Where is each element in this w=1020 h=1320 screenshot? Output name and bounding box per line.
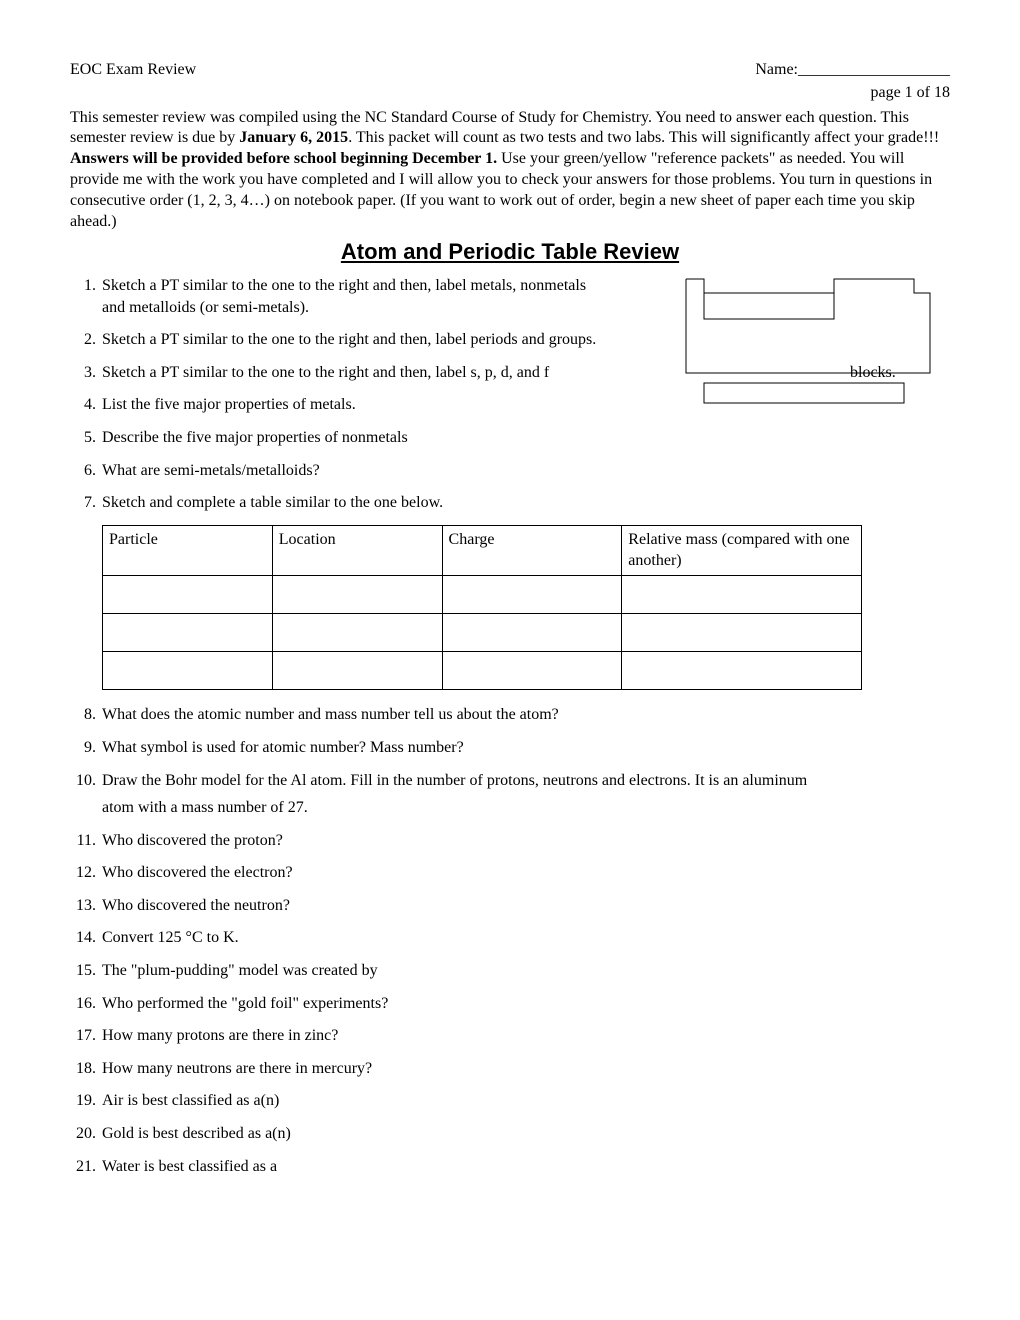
intro-paragraph: This semester review was compiled using … xyxy=(70,108,950,233)
question-10: Draw the Bohr model for the Al atom. Fil… xyxy=(70,770,950,819)
question-5: Describe the five major properties of no… xyxy=(70,427,950,449)
question-13-text: Who discovered the neutron? xyxy=(102,897,290,914)
question-18-text: How many neutrons are there in mercury? xyxy=(102,1060,372,1077)
intro-due-date: January 6, 2015 xyxy=(239,129,348,146)
page-number: page 1 of 18 xyxy=(70,83,950,104)
question-4-text: List the five major properties of metals… xyxy=(102,396,356,413)
question-20-text: Gold is best described as a(n) xyxy=(102,1125,291,1142)
question-13: Who discovered the neutron? xyxy=(70,895,950,917)
particle-table: Particle Location Charge Relative mass (… xyxy=(102,525,862,691)
question-19: Air is best classified as a(n) xyxy=(70,1090,950,1112)
question-17-text: How many protons are there in zinc? xyxy=(102,1027,338,1044)
intro-text-2: . This packet will count as two tests an… xyxy=(348,129,939,146)
question-21-text: Water is best classified as a xyxy=(102,1158,277,1175)
question-1: Sketch a PT similar to the one to the ri… xyxy=(70,275,950,318)
question-16: Who performed the "gold foil" experiment… xyxy=(70,993,950,1015)
question-list-2: What does the atomic number and mass num… xyxy=(70,704,950,1177)
question-15: The "plum-pudding" model was created by xyxy=(70,960,950,982)
question-19-text: Air is best classified as a(n) xyxy=(102,1092,279,1109)
table-header-mass: Relative mass (compared with one another… xyxy=(622,525,862,576)
question-6: What are semi-metals/metalloids? xyxy=(70,460,950,482)
header-left: EOC Exam Review xyxy=(70,60,196,81)
header-row: EOC Exam Review Name:___________________ xyxy=(70,60,950,81)
question-7-text: Sketch and complete a table similar to t… xyxy=(102,494,443,511)
question-2-text: Sketch a PT similar to the one to the ri… xyxy=(102,329,596,351)
question-4: List the five major properties of metals… xyxy=(70,394,950,416)
table-header-charge: Charge xyxy=(442,525,622,576)
question-18: How many neutrons are there in mercury? xyxy=(70,1058,950,1080)
question-14: Convert 125 °C to K. xyxy=(70,927,950,949)
question-20: Gold is best described as a(n) xyxy=(70,1123,950,1145)
questions-wrapper: Sketch a PT similar to the one to the ri… xyxy=(70,275,950,1177)
question-6-text: What are semi-metals/metalloids? xyxy=(102,462,320,479)
question-12-text: Who discovered the electron? xyxy=(102,864,293,881)
question-12: Who discovered the electron? xyxy=(70,862,950,884)
question-8: What does the atomic number and mass num… xyxy=(70,704,950,726)
header-name-field: Name:___________________ xyxy=(755,60,950,81)
question-2: Sketch a PT similar to the one to the ri… xyxy=(70,329,950,351)
question-11: Who discovered the proton? xyxy=(70,830,950,852)
question-3-text-a: Sketch a PT similar to the one to the ri… xyxy=(102,362,612,384)
question-21: Water is best classified as a xyxy=(70,1156,950,1178)
question-9-text: What symbol is used for atomic number? M… xyxy=(102,739,464,756)
table-row xyxy=(103,652,862,690)
question-1-text: Sketch a PT similar to the one to the ri… xyxy=(102,275,612,318)
question-10-text-a: Draw the Bohr model for the Al atom. Fil… xyxy=(102,772,807,789)
table-row xyxy=(103,576,862,614)
table-header-particle: Particle xyxy=(103,525,273,576)
table-header-row: Particle Location Charge Relative mass (… xyxy=(103,525,862,576)
question-8-text: What does the atomic number and mass num… xyxy=(102,706,559,723)
question-5-text: Describe the five major properties of no… xyxy=(102,429,408,446)
question-9: What symbol is used for atomic number? M… xyxy=(70,737,950,759)
question-3-text-b: blocks. xyxy=(850,364,896,381)
question-7: Sketch and complete a table similar to t… xyxy=(70,492,950,514)
question-17: How many protons are there in zinc? xyxy=(70,1025,950,1047)
question-14-text: Convert 125 °C to K. xyxy=(102,929,239,946)
question-10-text-b: atom with a mass number of 27. xyxy=(102,797,950,819)
question-16-text: Who performed the "gold foil" experiment… xyxy=(102,995,388,1012)
question-15-text: The "plum-pudding" model was created by xyxy=(102,962,378,979)
question-11-text: Who discovered the proton? xyxy=(102,832,283,849)
question-list: Sketch a PT similar to the one to the ri… xyxy=(70,275,950,514)
table-header-location: Location xyxy=(272,525,442,576)
intro-answers-note: Answers will be provided before school b… xyxy=(70,150,497,167)
section-title: Atom and Periodic Table Review xyxy=(70,238,950,267)
question-3: Sketch a PT similar to the one to the ri… xyxy=(70,362,950,384)
table-row xyxy=(103,614,862,652)
